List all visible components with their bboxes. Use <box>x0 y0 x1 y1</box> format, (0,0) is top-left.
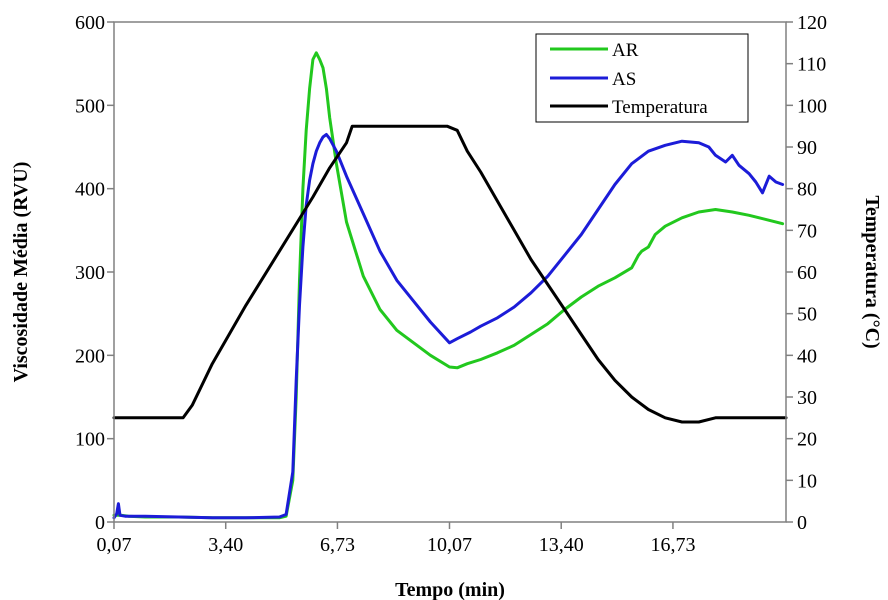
y2-axis-title: Temperatura (°C) <box>861 195 883 348</box>
legend-label-ar: AR <box>612 40 639 61</box>
x-tick-label: 0,07 <box>97 534 132 556</box>
x-tick-label: 10,07 <box>427 534 472 556</box>
y-tick-label: 600 <box>75 12 105 34</box>
series-layer <box>112 51 788 520</box>
y2-tick-label: 50 <box>797 304 817 326</box>
y2-tick-label: 40 <box>797 345 817 367</box>
y-tick-label: 300 <box>75 262 105 284</box>
x-tick-label: 6,73 <box>320 534 355 556</box>
y-tick-label: 0 <box>95 512 105 534</box>
legend: AR AS Temperatura <box>535 33 749 123</box>
axes-layer: 0 100 200 300 400 500 600 0 10 20 30 40 50 60 70 80 90 10… <box>75 12 827 556</box>
y-tick-label: 200 <box>75 345 105 367</box>
y2-tick-label: 10 <box>797 470 817 492</box>
y2-tick-label: 80 <box>797 179 817 201</box>
x-axis-title: Tempo (min) <box>395 579 505 600</box>
y-tick-label: 500 <box>75 95 105 117</box>
y2-tick-label: 30 <box>797 387 817 409</box>
y2-tick-label: 120 <box>797 12 827 34</box>
legend-label-temperatura: Temperatura <box>612 97 708 118</box>
series-line-ar <box>112 51 785 520</box>
y2-tick-label: 60 <box>797 262 817 284</box>
legend-label-as: AS <box>612 69 636 90</box>
y-tick-label: 100 <box>75 429 105 451</box>
x-tick-label: 13,40 <box>539 534 584 556</box>
x-tick-label: 16,73 <box>650 534 695 556</box>
series-line-temperatura <box>112 124 788 424</box>
y2-tick-label: 70 <box>797 220 817 242</box>
series-line-as <box>112 133 785 520</box>
y2-tick-label: 90 <box>797 137 817 159</box>
x-tick-label: 3,40 <box>208 534 243 556</box>
y2-tick-label: 20 <box>797 429 817 451</box>
y2-tick-label: 0 <box>797 512 807 534</box>
y2-tick-label: 100 <box>797 95 827 117</box>
y2-tick-label: 110 <box>797 54 826 76</box>
y-axis-title: Viscosidade Média (RVU) <box>10 162 32 383</box>
y-tick-label: 400 <box>75 179 105 201</box>
